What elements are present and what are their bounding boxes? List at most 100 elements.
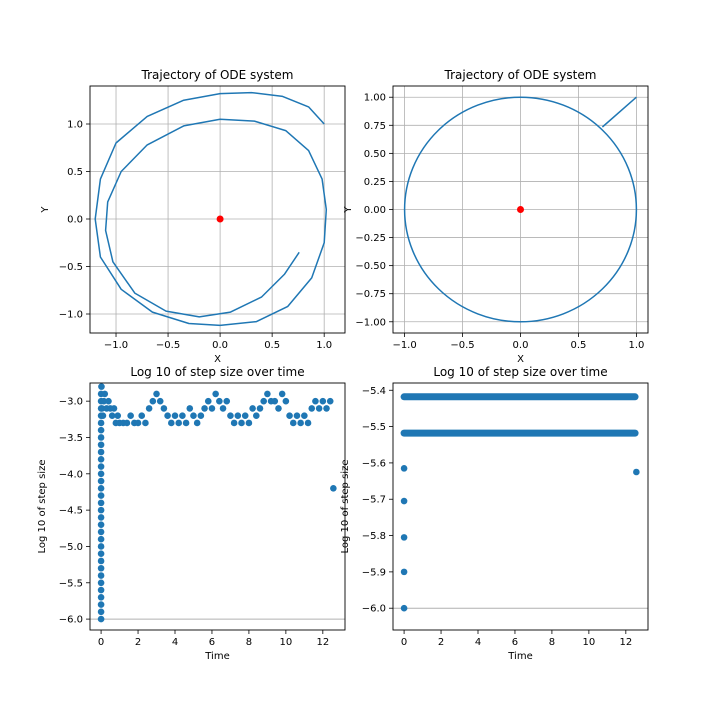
y-axis-label: Y — [343, 206, 354, 214]
x-tick-label: 4 — [172, 637, 178, 648]
scatter-point — [219, 405, 227, 412]
x-axis-label: Time — [204, 651, 229, 662]
plot-layer — [90, 86, 345, 333]
y-tick-label: −5.0 — [59, 542, 83, 553]
x-tick-label: 6 — [209, 637, 215, 648]
y-tick-label: 0.75 — [364, 121, 386, 132]
y-tick-label: 0.0 — [67, 215, 83, 226]
y-tick-label: −3.0 — [59, 397, 83, 408]
y-tick-label: −5.7 — [362, 495, 386, 506]
scatter-point — [271, 397, 279, 405]
y-tick-label: −0.25 — [355, 233, 386, 244]
scatter-point — [97, 564, 105, 572]
y-tick-label: −0.75 — [355, 289, 386, 300]
y-tick-label: −5.8 — [362, 531, 386, 542]
scatter-point — [204, 397, 212, 405]
scatter-point — [97, 579, 105, 587]
scatter-point — [238, 419, 245, 427]
scatter-point — [97, 586, 105, 594]
x-tick-label: 10 — [583, 637, 596, 648]
scatter-point — [227, 412, 234, 419]
scatter-point — [400, 497, 408, 505]
x-tick-label: 2 — [135, 637, 141, 648]
scatter-point — [230, 419, 238, 427]
scatter-point — [97, 535, 105, 543]
y-tick-label: −4.5 — [59, 506, 83, 517]
scatter-point — [208, 405, 216, 412]
y-tick-label: −3.5 — [59, 433, 83, 444]
x-tick-label: 12 — [619, 637, 632, 648]
y-tick-label: −5.5 — [362, 422, 386, 433]
scatter-point — [164, 412, 171, 419]
scatter-point — [282, 397, 290, 405]
trajectory-line — [601, 96, 637, 128]
scatter-point — [99, 412, 107, 419]
y-tick-label: −0.5 — [59, 262, 83, 273]
scatter-point — [97, 557, 105, 565]
y-tick-label: −1.0 — [59, 310, 83, 321]
trajectory-plot-2: Trajectory of ODE system X Y −1.0 −0.5 0.0… — [343, 68, 649, 365]
scatter-point — [97, 441, 105, 449]
axes-frame — [392, 382, 649, 631]
scatter-point — [293, 412, 301, 419]
scatter-point — [400, 604, 408, 612]
scatter-point — [97, 463, 105, 470]
x-tick-label: 4 — [475, 637, 481, 648]
y-tick-label: −6.0 — [59, 615, 83, 626]
scatter-point — [123, 419, 131, 427]
plot-layer — [90, 383, 345, 623]
x-tick-label: 2 — [438, 637, 444, 648]
x-tick-label: 1.0 — [316, 340, 332, 351]
y-tick-label: 0.25 — [364, 177, 386, 188]
scatter-point — [400, 465, 408, 472]
scatter-point — [97, 492, 105, 499]
scatter-point — [400, 568, 408, 576]
scatter-point — [101, 390, 109, 398]
scatter-point — [100, 397, 108, 405]
scatter-point — [253, 412, 260, 419]
scatter-point — [97, 419, 105, 427]
scatter-point — [145, 405, 153, 412]
scatter-point — [256, 405, 264, 412]
scatter-point — [278, 390, 286, 398]
x-tick-label: −0.5 — [450, 340, 474, 351]
y-tick-label: −1.00 — [355, 317, 386, 328]
x-tick-label: 1.0 — [628, 340, 644, 351]
trajectory-plot-1: Trajectory of ODE system X Y −1.0 −0.5 0.0… — [40, 68, 346, 365]
scatter-point — [182, 419, 190, 427]
x-tick-label: 0 — [401, 637, 407, 648]
scatter-point — [201, 405, 208, 412]
scatter-point — [105, 397, 112, 405]
scatter-point — [315, 405, 323, 412]
y-axis-label: Log 10 of step size — [37, 460, 48, 554]
scatter-point — [160, 405, 168, 412]
y-axis-label: Y — [40, 206, 51, 214]
scatter-point — [260, 397, 267, 405]
step-size-plot-1: Log 10 of step size over time Time Log 1… — [37, 365, 346, 662]
chart-title: Log 10 of step size over time — [130, 365, 304, 379]
scatter-point — [97, 608, 105, 616]
scatter-point — [97, 448, 105, 456]
scatter-point — [175, 419, 182, 427]
equilibrium-point — [517, 206, 524, 213]
scatter-point — [249, 405, 256, 412]
scatter-point — [245, 419, 253, 427]
x-tick-label: −0.5 — [156, 340, 180, 351]
x-tick-label: 0.5 — [571, 340, 587, 351]
scatter-point — [97, 594, 105, 601]
y-tick-label: 0.00 — [364, 205, 386, 216]
y-tick-label: −0.50 — [355, 261, 386, 272]
scatter-point — [134, 419, 142, 427]
y-tick-label: −5.4 — [362, 386, 386, 397]
x-tick-label: 12 — [316, 637, 329, 648]
chart-title: Trajectory of ODE system — [141, 68, 294, 82]
scatter-point — [193, 419, 201, 427]
scatter-point — [156, 397, 164, 405]
scatter-point — [304, 419, 312, 427]
y-tick-label: 0.5 — [67, 167, 83, 178]
scatter-point — [223, 397, 231, 405]
x-tick-label: 0.5 — [264, 340, 280, 351]
scatter-point — [190, 412, 197, 419]
scatter-point — [97, 477, 105, 485]
